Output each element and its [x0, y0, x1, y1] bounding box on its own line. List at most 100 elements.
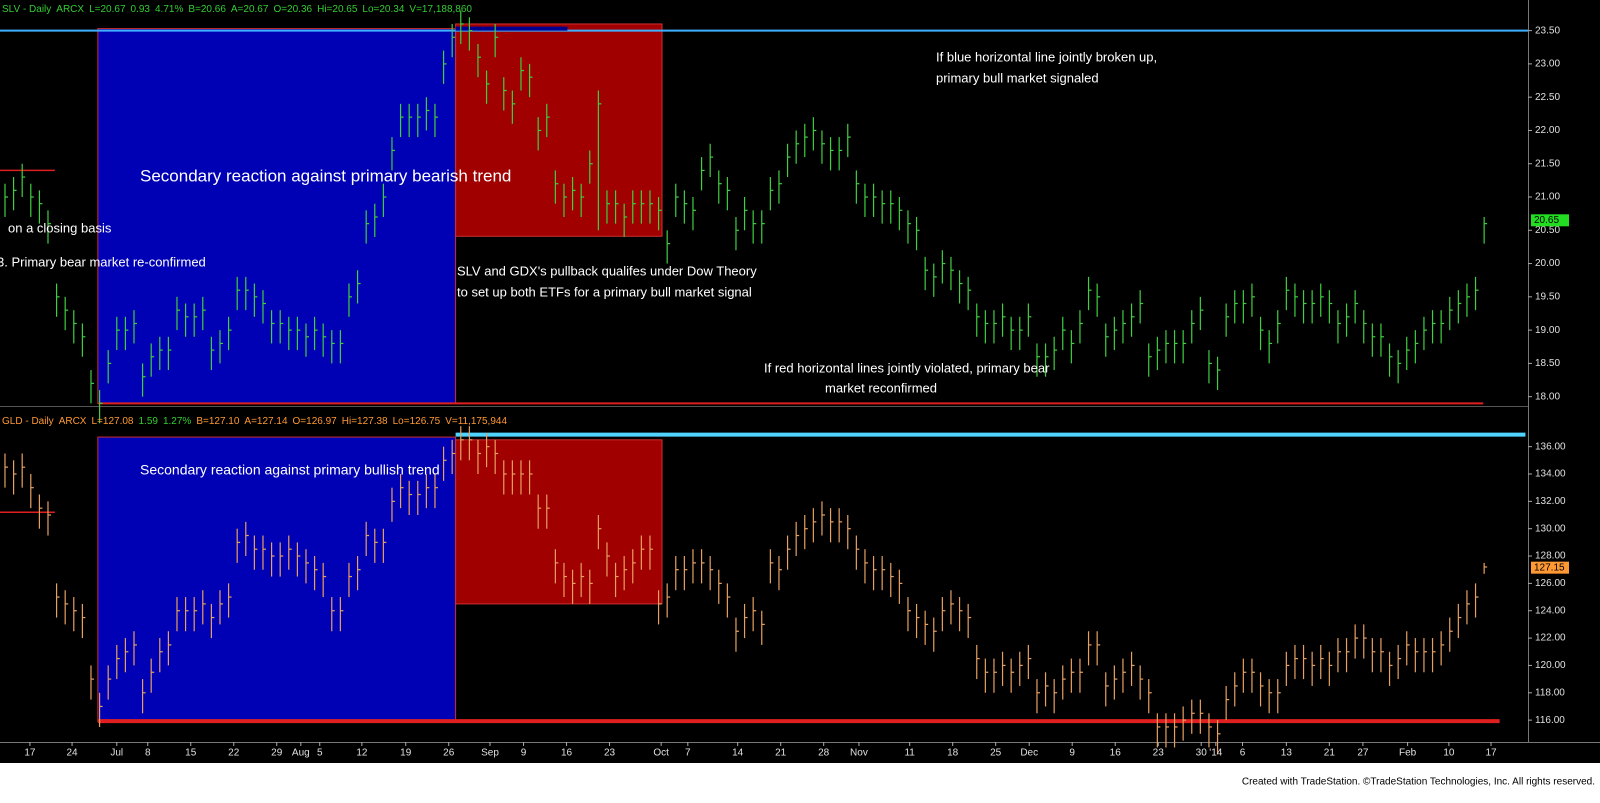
- price-bar: [236, 528, 241, 563]
- price-bar: [81, 323, 86, 357]
- price-bar: [442, 446, 447, 481]
- price-bar: [821, 130, 825, 164]
- header-field: A=127.14: [244, 416, 288, 427]
- price-bar: [503, 460, 507, 495]
- price-bar: [210, 336, 215, 371]
- price-bar: [167, 336, 172, 371]
- price-bar: [468, 426, 473, 461]
- annotation: Secondary reaction against primary bulli…: [140, 462, 440, 478]
- price-bar: [1388, 343, 1393, 377]
- price-bar: [116, 316, 120, 351]
- price-bar: [580, 183, 585, 217]
- price-bar: [1122, 658, 1126, 693]
- price-bar: [1259, 672, 1264, 707]
- price-bar: [219, 330, 223, 364]
- price-bar: [1294, 644, 1298, 680]
- price-bar: [1156, 713, 1161, 748]
- price-bar: [1320, 644, 1324, 680]
- price-bar: [288, 535, 292, 570]
- price-bar: [735, 216, 739, 251]
- price-bar: [657, 590, 662, 625]
- price-bar: [305, 323, 309, 357]
- price-bar: [950, 590, 954, 625]
- header-field: O=126.97: [293, 416, 338, 427]
- price-bar: [1440, 310, 1445, 344]
- slv-header: SLV - Daily ARCX L=20.67 0.93 4.71% B=20.66 A=…: [2, 4, 472, 15]
- price-bar: [1105, 323, 1109, 357]
- price-bar: [451, 23, 456, 58]
- price-bar: [1096, 631, 1101, 666]
- y-tick-label: 120.00: [1535, 660, 1566, 671]
- y-tick-label: 132.00: [1535, 496, 1566, 507]
- x-tick-label: Feb: [1399, 748, 1417, 759]
- price-bar: [1105, 672, 1109, 707]
- price-bar: [38, 190, 43, 224]
- price-bar: [1027, 644, 1032, 680]
- price-bar: [1173, 713, 1178, 748]
- price-bar: [571, 177, 576, 211]
- price-bar: [589, 569, 593, 604]
- price-bar: [270, 542, 275, 577]
- price-bar: [752, 597, 757, 632]
- price-bar: [847, 123, 851, 158]
- price-bar: [1371, 323, 1376, 357]
- price-bar: [950, 256, 954, 291]
- price-bar: [1259, 316, 1264, 351]
- price-bar: [812, 117, 817, 151]
- y-tick-label: 122.00: [1535, 633, 1566, 644]
- x-tick-label: Aug: [292, 748, 310, 759]
- price-bar: [563, 183, 567, 217]
- y-tick-label: 20.00: [1535, 258, 1560, 269]
- price-bar: [649, 535, 653, 570]
- price-bar: [1199, 699, 1204, 734]
- header-field: B=127.10: [196, 416, 240, 427]
- price-bar: [976, 303, 980, 337]
- header-field: O=20.36: [273, 4, 312, 15]
- price-bar: [1285, 276, 1290, 311]
- x-tick-label: 18: [947, 748, 959, 759]
- price-bar: [313, 316, 318, 351]
- price-bar: [1053, 679, 1058, 714]
- x-tick-label: 11: [904, 748, 915, 759]
- price-bar: [1010, 316, 1015, 351]
- price-bar: [434, 474, 438, 509]
- price-bar: [769, 177, 774, 211]
- x-tick-label: 5: [317, 748, 323, 759]
- price-bar: [184, 597, 189, 632]
- price-bar: [614, 562, 619, 598]
- price-bar: [30, 183, 34, 217]
- price-bar: [1208, 713, 1212, 748]
- price-bar: [468, 17, 473, 51]
- price-bar: [537, 117, 542, 151]
- price-bar: [1148, 343, 1152, 377]
- price-bar: [348, 283, 352, 317]
- price-bar: [90, 370, 94, 404]
- last-price-label: 127.15: [1534, 562, 1565, 573]
- price-bar: [1139, 290, 1144, 324]
- price-bar: [494, 439, 499, 474]
- x-tick-label: Dec: [1020, 748, 1038, 759]
- price-bar: [1414, 638, 1419, 673]
- price-bar: [1354, 290, 1359, 324]
- price-bar: [253, 535, 258, 570]
- price-bar: [898, 197, 903, 231]
- price-bar: [313, 556, 318, 591]
- x-tick-label: 27: [1357, 748, 1369, 759]
- price-bar: [503, 77, 507, 111]
- price-bar: [528, 63, 533, 98]
- annotation: to set up both ETFs for a primary bull m…: [457, 284, 752, 299]
- price-bar: [434, 103, 438, 138]
- price-bar: [4, 183, 8, 217]
- price-bar: [1337, 638, 1341, 673]
- x-tick-label: 12: [356, 748, 368, 759]
- price-bar: [1087, 631, 1092, 666]
- price-bar: [606, 190, 610, 224]
- price-bar: [666, 583, 671, 618]
- y-tick-label: 126.00: [1535, 578, 1566, 589]
- zone-box: [455, 23, 663, 237]
- price-bar: [1423, 316, 1427, 351]
- price-bar: [1234, 672, 1238, 707]
- price-bar: [812, 508, 817, 543]
- price-bar: [1294, 283, 1298, 317]
